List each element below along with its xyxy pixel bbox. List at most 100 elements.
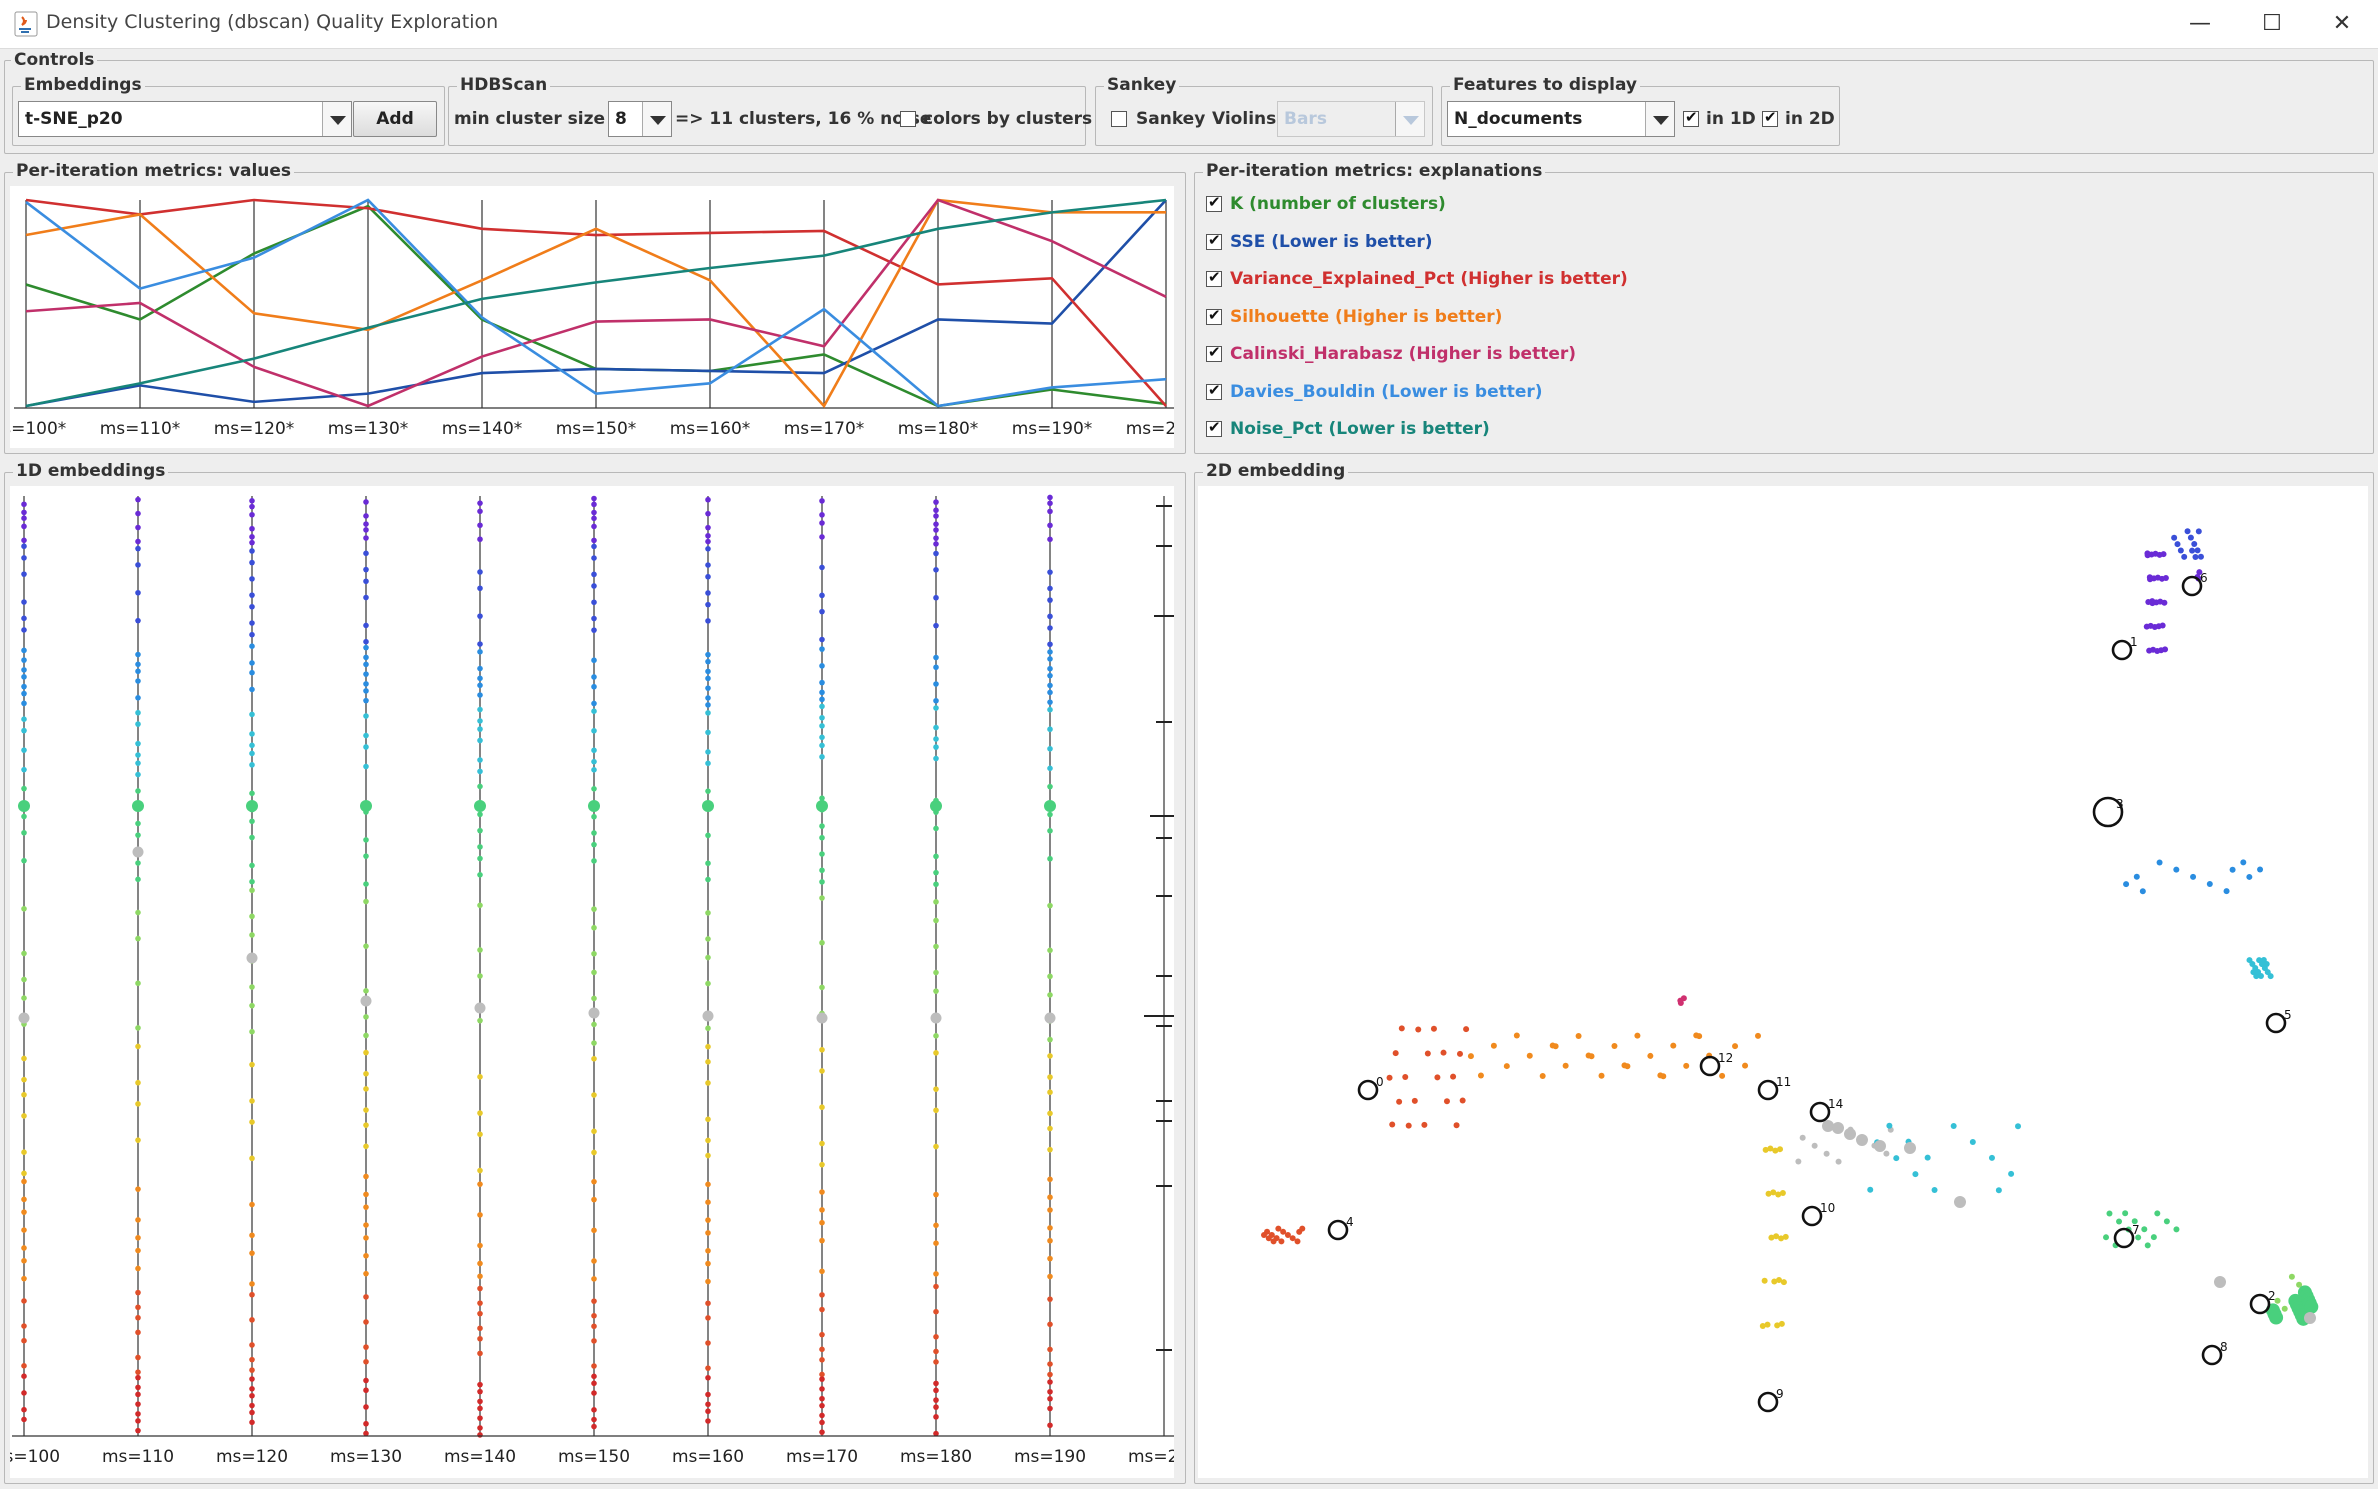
point [363,681,369,687]
embeddings-1d-plot[interactable]: ms=100 ms=110 ms=120 ms=130 ms=140 ms=150 ms=1… [10,486,1180,1478]
minimize-button[interactable]: — [2172,6,2228,42]
point [819,795,825,801]
controls-group: Controls [4,50,2374,154]
metric-checkbox[interactable] [1206,418,1222,437]
point [591,615,597,622]
point [363,697,369,704]
metric-checkbox[interactable] [1206,231,1222,250]
point [249,1291,255,1298]
point [1047,1036,1053,1043]
colors-by-clusters-checkbox[interactable] [900,111,916,127]
close-button[interactable]: ✕ [2314,6,2370,42]
point [477,641,483,647]
point [477,682,483,689]
point [819,689,825,696]
point [591,571,597,578]
metric-checkbox[interactable] [1206,268,1222,287]
point [363,513,369,519]
point [363,521,369,527]
point [2257,973,2264,980]
point [363,1344,369,1350]
point [1047,641,1053,648]
point [363,943,369,949]
point [1683,1062,1690,1069]
point [21,1170,27,1177]
point [2195,528,2202,535]
point [363,671,369,677]
violins-label: Violins: [1212,109,1284,129]
point [249,603,255,610]
point [21,1406,27,1413]
point [705,1278,711,1285]
point [363,638,369,645]
point [705,1418,711,1424]
metric-checkbox[interactable] [1206,343,1222,362]
metric-checkbox[interactable] [1206,306,1222,325]
cluster-centroid-marker [1699,1055,1721,1077]
x-tick-label: ms=140* [442,419,523,439]
point [1047,1371,1053,1378]
point [1670,1042,1677,1049]
embeddings-select[interactable]: t-SNE_p20 [18,101,352,137]
point [363,1252,369,1259]
point [705,658,711,665]
point [1047,494,1053,501]
maximize-button[interactable]: ☐ [2244,6,2300,42]
point [1777,1146,1784,1153]
point [21,785,27,792]
point [1047,1296,1053,1302]
point [591,758,597,765]
point [2223,888,2230,895]
point [1047,1388,1053,1395]
point [933,869,939,876]
cluster-label: 10 [1820,1201,1835,1215]
point [705,538,711,545]
point [591,1149,597,1156]
metric-checkbox[interactable] [1206,381,1222,400]
violins-select[interactable]: Bars [1277,101,1425,137]
point [1924,1154,1931,1161]
point [477,1074,483,1080]
point [2135,1234,2142,1241]
point [819,1429,825,1435]
point [2150,646,2157,653]
in-2d-checkbox[interactable] [1762,108,1778,127]
point [819,1395,825,1402]
point [477,613,483,619]
min-cluster-size-label: min cluster size = [454,109,626,129]
point [1047,828,1053,834]
add-button[interactable]: Add [353,101,437,137]
in-1d-checkbox[interactable] [1683,108,1699,127]
plot-background [1198,486,2368,1478]
point [2192,553,2199,560]
point [21,1245,27,1251]
cluster-center-point [930,800,942,812]
point [933,513,939,519]
point [477,737,483,744]
cluster-centroid-marker [1757,1391,1779,1413]
point [21,1196,27,1203]
point [249,711,255,718]
point [819,1237,825,1244]
point [933,917,939,924]
point [2133,873,2140,880]
violins-value: Bars [1284,109,1327,129]
point [1047,1225,1053,1231]
point [135,1391,141,1398]
features-select[interactable]: N_documents [1447,101,1675,137]
min-cluster-size-select[interactable]: 8 [608,101,672,137]
metric-checkbox[interactable] [1206,193,1222,212]
point [135,1411,141,1417]
point [933,943,939,950]
point [705,590,711,596]
point [933,1414,939,1420]
point [135,1401,141,1407]
embedding-2d-plot[interactable]: 6 1 3 5 12 11 14 10 4 7 2 8 9 0 [1198,486,2368,1478]
point [819,984,825,991]
series-line [25,199,1167,408]
point [477,1167,483,1174]
point [2162,646,2169,653]
point [1950,1122,1957,1129]
point [1886,1122,1893,1129]
sankey-checkbox[interactable] [1111,111,1127,127]
